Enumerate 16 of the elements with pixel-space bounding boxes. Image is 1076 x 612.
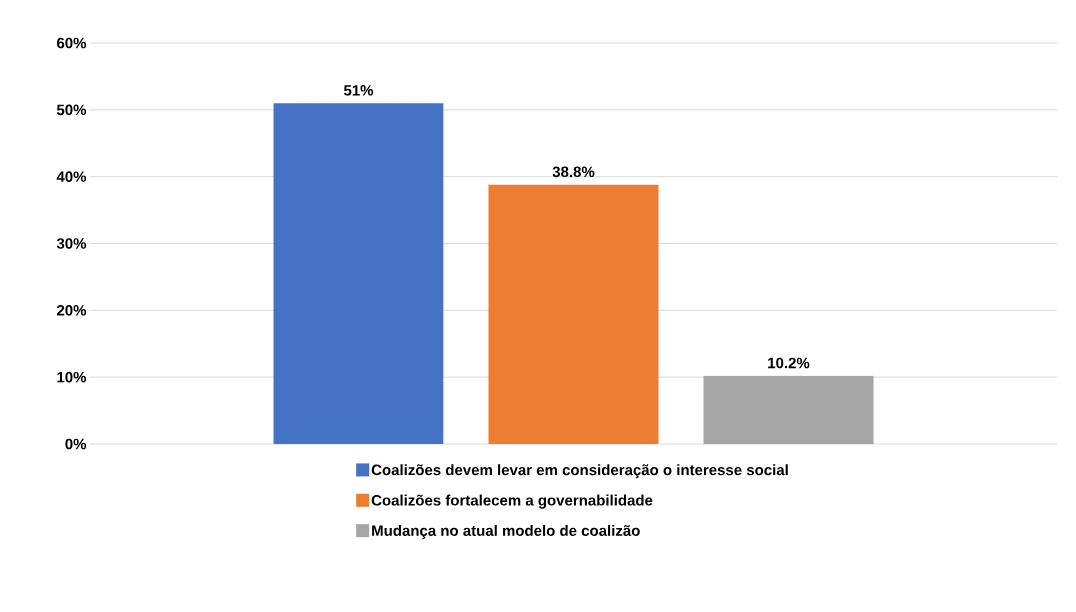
legend-label: Coalizões fortalecem a governabilidade [371, 494, 653, 509]
data-label: 51% [343, 85, 374, 96]
y-tick-label: 20% [56, 305, 87, 316]
y-tick-label: 50% [56, 104, 87, 116]
bar [273, 103, 444, 444]
y-tick-label: 30% [56, 238, 87, 249]
y-tick-label: 60% [57, 37, 87, 49]
y-tick-label: 40% [56, 171, 87, 182]
bar [488, 184, 659, 444]
bar [703, 375, 874, 444]
legend-label: Mudança no atual modelo de coalizão [372, 524, 640, 539]
legend-label: Coalizões devem levar em consideração o interesse social [371, 464, 788, 479]
data-label: 38.8% [552, 166, 595, 178]
y-tick-label: 10% [57, 371, 87, 383]
y-tick-label: 0% [65, 438, 87, 450]
data-label: 10.2% [768, 357, 810, 369]
